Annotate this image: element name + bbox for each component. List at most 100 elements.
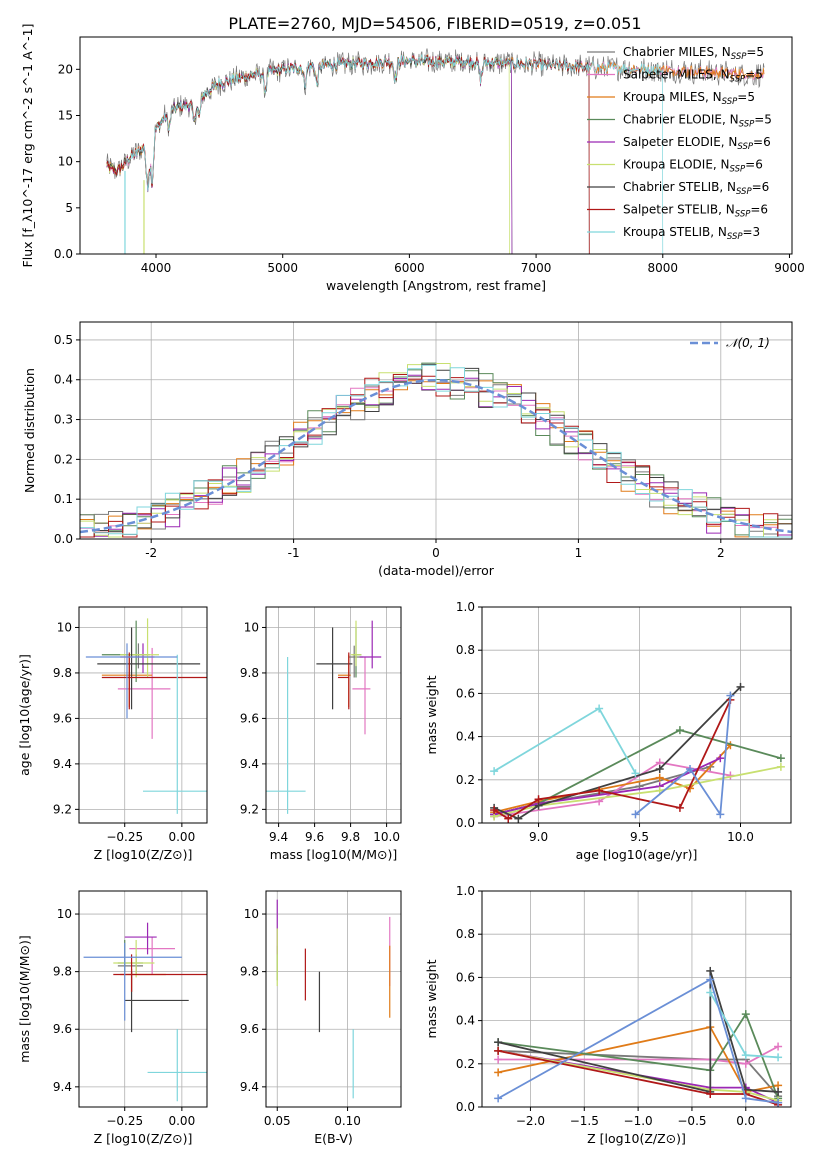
spectrum-panel: 4000 5000 6000 7000 8000 9000 0.0 5 10 15 20 wavele… <box>20 24 805 293</box>
x-axis-label: Z [log10(Z/Z⊙)] <box>94 847 193 862</box>
histogram-series <box>80 364 792 538</box>
legend-subscript: SSP <box>737 142 753 152</box>
figure-title: PLATE=2760, MJD=54506, FIBERID=0519, z=0… <box>228 14 641 33</box>
weight-series <box>493 686 742 820</box>
y-tick-label: 0.0 <box>54 247 73 261</box>
x-tick-label: −0.5 <box>677 1114 706 1128</box>
mass-vs-ebv-panel: 0.05 0.10 9.4 9.6 9.8 10 E(B-V) <box>240 890 402 1146</box>
histograms <box>80 362 792 538</box>
y-tick-label: 1.0 <box>456 884 475 898</box>
y-tick-label: 9.2 <box>240 802 259 816</box>
x-tick-label: −1.0 <box>624 1114 653 1128</box>
y-tick-label: 0.2 <box>456 773 475 787</box>
x-tick-label: −0.25 <box>106 830 143 844</box>
y-tick-label: 10 <box>58 155 73 169</box>
y-tick-label: 9.4 <box>240 757 259 771</box>
legend-label: Chabrier MILES, NSSP=5 <box>623 45 764 62</box>
x-axis-label: (data-model)/error <box>378 563 495 578</box>
legend-label: Chabrier STELIB, NSSP=6 <box>623 180 769 197</box>
spectrum-series <box>106 54 513 254</box>
x-tick-label: -2 <box>145 546 157 560</box>
y-tick-label: 9.8 <box>240 666 259 680</box>
y-tick-label: 9.4 <box>53 1080 72 1094</box>
y-tick-label: 15 <box>58 108 73 122</box>
y-tick-label: 10 <box>244 907 259 921</box>
spectrum-series <box>106 54 513 254</box>
x-tick-label: 4000 <box>141 261 172 275</box>
x-tick-label: 0.00 <box>168 1114 195 1128</box>
weight-series <box>497 1026 779 1093</box>
legend-subscript: SSP <box>730 75 746 85</box>
age-vs-Z-panel: −0.25 0.00 9.2 9.4 9.6 9.8 10 Z [log10(Z/Z⊙)] ag… <box>17 606 208 862</box>
y-tick-label: 0.8 <box>456 927 475 941</box>
weight-series <box>497 978 779 1104</box>
x-tick-label: 10.0 <box>727 830 754 844</box>
y-tick-label: 10 <box>244 620 259 634</box>
y-axis-label: mass [log10(M/M⊙)] <box>17 935 32 1063</box>
x-tick-label: 9.4 <box>269 830 288 844</box>
y-tick-label: 20 <box>58 62 73 76</box>
legend-label: 𝒩(0, 1) <box>726 336 770 350</box>
weight-series <box>497 1049 779 1104</box>
y-tick-label: 9.4 <box>240 1080 259 1094</box>
y-axis-label: mass weight <box>424 959 439 1038</box>
x-tick-label: 9000 <box>774 261 805 275</box>
mass-vs-Z-panel: −0.25 0.00 9.4 9.6 9.8 10 Z [log10(Z/Z⊙)] mass … <box>17 890 208 1146</box>
x-axis-label: E(B-V) <box>314 1131 353 1146</box>
spectrum-series <box>106 55 590 254</box>
legend-count: =6 <box>752 180 770 194</box>
y-tick-label: 9.6 <box>53 1022 72 1036</box>
legend-subscript: SSP <box>730 165 746 175</box>
legend-label: Salpeter MILES, NSSP=5 <box>623 68 763 85</box>
error-bars <box>85 618 207 814</box>
legend-label: Kroupa ELODIE, NSSP=6 <box>623 158 763 175</box>
legend-subscript: SSP <box>736 187 752 197</box>
x-tick-label: 0.00 <box>168 830 195 844</box>
y-tick-label: 0.2 <box>456 1057 475 1071</box>
y-tick-label: 9.8 <box>240 965 259 979</box>
legend-subscript: SSP <box>735 210 751 220</box>
legend-count: =5 <box>746 45 764 59</box>
axes-frame <box>78 606 208 824</box>
y-tick-label: 9.6 <box>53 711 72 725</box>
y-tick-label: 9.6 <box>240 711 259 725</box>
x-tick-label: 0.0 <box>736 1114 755 1128</box>
y-tick-label: 10 <box>57 907 72 921</box>
legend-label: Salpeter STELIB, NSSP=6 <box>623 203 768 220</box>
legend-count: =3 <box>743 225 761 239</box>
y-tick-label: 0.0 <box>456 816 475 830</box>
legend-subscript: SSP <box>739 120 755 130</box>
x-tick-label: 6000 <box>394 261 425 275</box>
y-tick-label: 0.1 <box>54 492 73 506</box>
x-axis-label: age [log10(age/yr)] <box>576 847 698 862</box>
y-tick-label: 0.4 <box>54 373 73 387</box>
x-tick-label: -1 <box>288 546 300 560</box>
spectrum-lines <box>106 48 765 254</box>
legend-subscript: SSP <box>731 52 747 62</box>
y-tick-label: 9.8 <box>53 666 72 680</box>
x-axis-label: wavelength [Angstrom, rest frame] <box>326 278 546 293</box>
weight-series <box>497 1049 779 1102</box>
x-tick-label: 0.05 <box>264 1114 291 1128</box>
y-tick-label: 0.6 <box>456 686 475 700</box>
y-tick-label: 9.8 <box>53 965 72 979</box>
axes-frame <box>481 890 792 1108</box>
legend-label: Kroupa MILES, NSSP=5 <box>623 90 755 107</box>
normal-curve <box>80 378 792 534</box>
weight-series <box>634 695 732 818</box>
y-tick-label: 10 <box>57 620 72 634</box>
error-bars <box>266 620 382 814</box>
y-axis-label: age [log10(age/yr)] <box>17 654 32 776</box>
x-tick-label: 9.5 <box>630 830 649 844</box>
error-bars <box>83 922 207 1102</box>
spectrum-series <box>106 54 590 254</box>
x-tick-label: 8000 <box>648 261 679 275</box>
axes-frame <box>78 890 208 1108</box>
axes-frame <box>79 36 793 255</box>
axes-frame <box>265 606 402 824</box>
x-tick-label: −0.25 <box>106 1114 143 1128</box>
weight-series <box>493 765 782 818</box>
weight-vs-age-panel: 9.0 9.5 10.0 0.0 0.2 0.4 0.6 0.8 1.0 age [log10(a… <box>424 600 792 862</box>
error-bars <box>276 899 391 1099</box>
y-tick-label: 1.0 <box>456 600 475 614</box>
